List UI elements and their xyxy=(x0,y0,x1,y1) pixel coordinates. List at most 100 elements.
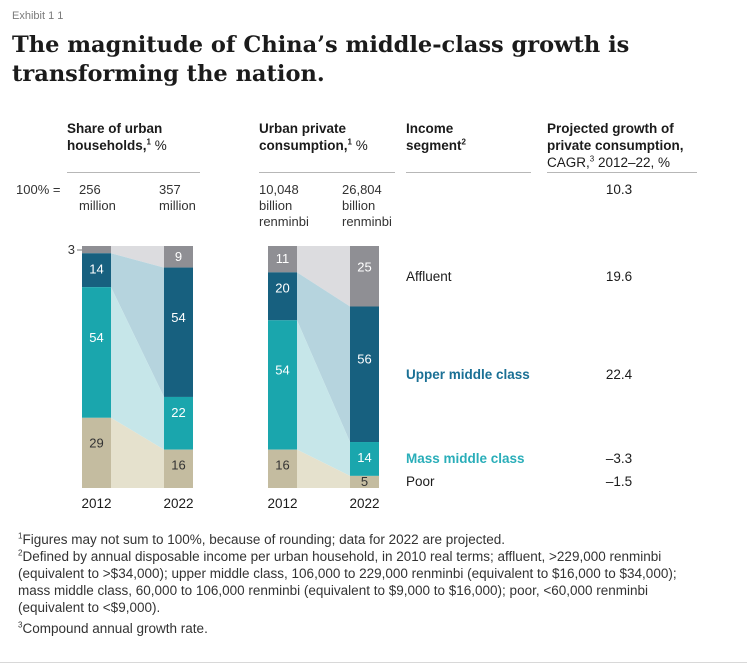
panel2-band-mass-middle xyxy=(297,320,350,476)
header-consumption-line1: Urban private xyxy=(259,121,347,136)
panel2-band-poor xyxy=(297,449,350,488)
panel2-label-2022-affluent: 25 xyxy=(357,259,371,274)
total-consumption-2012-unit1: billion xyxy=(259,198,293,213)
header-share: Share of urban households,1 % xyxy=(67,120,247,154)
total-consumption-2012-value: 10,048 xyxy=(259,182,299,197)
panel2-bar-2012-upper-middle xyxy=(268,272,297,321)
panel2-label-2012-affluent: 11 xyxy=(276,251,290,266)
panel1-label-2012-poor: 29 xyxy=(89,435,103,450)
footnote-1-sup: 1 xyxy=(18,531,23,541)
panel1-bar-2012-upper-middle xyxy=(82,253,111,288)
total-prefix: 100% = xyxy=(16,182,61,197)
header-segment: Income segment2 xyxy=(406,120,526,154)
panel2-bar-2022-mass-middle xyxy=(350,442,379,476)
total-households-2012-value: 256 xyxy=(79,182,101,197)
footnote-2: 2Defined by annual disposable income per… xyxy=(18,548,678,616)
segment-label-affluent: Affluent xyxy=(406,269,452,284)
panel2-label-2022-upper-middle: 56 xyxy=(357,351,371,366)
panel1-bar-2022-upper-middle xyxy=(164,267,193,397)
footnote-3-sup: 3 xyxy=(18,620,23,630)
panel2-band-upper-middle xyxy=(297,272,350,443)
header-growth-line2: private consumption, xyxy=(547,138,684,153)
header-growth-line3a: CAGR, xyxy=(547,155,590,170)
header-consumption-sup: 1 xyxy=(347,137,352,147)
header-consumption-unit: % xyxy=(355,138,368,153)
header-segment-line2: segment xyxy=(406,138,462,153)
panel2-label-2012-poor: 16 xyxy=(275,458,289,473)
exhibit-label: Exhibit 1 1 xyxy=(12,10,64,22)
total-households-2022-unit: million xyxy=(159,198,196,213)
header-share-line1: Share of urban xyxy=(67,121,163,136)
panel1-bar-2012-poor xyxy=(82,417,111,488)
growth-affluent: 19.6 xyxy=(605,269,633,284)
page-title: The magnitude of China’s middle-class gr… xyxy=(12,32,630,87)
panel1-label-2022-affluent: 9 xyxy=(175,249,182,264)
panel2-label-2012-mass-middle: 54 xyxy=(275,363,289,378)
panel1-label-2012-mass-middle: 54 xyxy=(89,330,103,345)
growth-poor: –1.5 xyxy=(605,474,633,489)
panel2-bar-2022-upper-middle xyxy=(350,306,379,443)
panel1-label-2022-upper-middle: 54 xyxy=(171,310,185,325)
panel1-bar-2022-affluent xyxy=(164,246,193,268)
panel2-bar-2012-affluent xyxy=(268,246,297,273)
panel1-band-mass-middle xyxy=(111,287,164,450)
panel2-bar-2022-affluent xyxy=(350,246,379,307)
footnote-3-text: Compound annual growth rate. xyxy=(22,621,208,636)
header-share-unit: % xyxy=(154,138,167,153)
header-growth-line3b: 2012–22, % xyxy=(597,155,671,170)
panel2-label-2022-poor: 5 xyxy=(361,474,368,489)
footnote-1-text: Figures may not sum to 100%, because of … xyxy=(22,532,505,547)
growth-upper-middle: 22.4 xyxy=(605,367,633,382)
total-households-2022: 357 million xyxy=(159,182,196,214)
header-growth-line1: Projected growth of xyxy=(547,121,674,136)
total-households-2012: 256 million xyxy=(79,182,116,214)
total-consumption-2022-unit1: billion xyxy=(342,198,376,213)
footnote-2-sup: 2 xyxy=(18,548,23,558)
panel1-band-poor xyxy=(111,417,164,488)
footnote-2-text: Defined by annual disposable income per … xyxy=(18,549,677,615)
panel1-label-2022-poor: 16 xyxy=(171,458,185,473)
growth-total: 10.3 xyxy=(605,182,633,197)
header-share-sup: 1 xyxy=(146,137,151,147)
panel1-label-2012-affluent: 3 xyxy=(68,242,75,257)
panel2-label-2012-upper-middle: 20 xyxy=(275,280,289,295)
segment-label-upper-middle: Upper middle class xyxy=(406,367,530,382)
panel2-year-2022: 2022 xyxy=(349,496,379,511)
panel1-band-upper-middle xyxy=(111,253,164,397)
footnote-1: 1Figures may not sum to 100%, because of… xyxy=(18,531,718,548)
header-consumption-rule xyxy=(259,172,395,173)
panel2-bar-2012-poor xyxy=(268,449,297,488)
total-households-2022-value: 357 xyxy=(159,182,181,197)
footnote-3: 3Compound annual growth rate. xyxy=(18,620,718,637)
total-consumption-2022-unit2: renminbi xyxy=(342,214,392,229)
panel1-year-2012: 2012 xyxy=(81,496,111,511)
total-consumption-2012: 10,048 billion renminbi xyxy=(259,182,309,230)
header-growth-sup: 3 xyxy=(589,154,595,164)
header-consumption: Urban private consumption,1 % xyxy=(259,120,439,154)
panel2-bar-2012-mass-middle xyxy=(268,320,297,450)
total-consumption-2012-unit2: renminbi xyxy=(259,214,309,229)
total-households-2012-unit: million xyxy=(79,198,116,213)
panel1-year-2022: 2022 xyxy=(163,496,193,511)
segment-label-mass-middle: Mass middle class xyxy=(406,451,525,466)
panel1-bar-2012-affluent xyxy=(82,246,111,254)
header-segment-sup: 2 xyxy=(461,137,466,147)
panel1-bar-2012-mass-middle xyxy=(82,287,111,418)
total-consumption-2022: 26,804 billion renminbi xyxy=(342,182,392,230)
header-segment-rule xyxy=(406,172,531,173)
total-consumption-2022-value: 26,804 xyxy=(342,182,382,197)
header-growth-rule xyxy=(547,172,697,173)
panel1-bar-2022-poor xyxy=(164,449,193,488)
header-consumption-line2: consumption, xyxy=(259,138,348,153)
panel2-label-2022-mass-middle: 14 xyxy=(357,450,371,465)
header-share-line2: households, xyxy=(67,138,147,153)
panel2-bar-2022-poor xyxy=(350,475,379,488)
panel1-label-2012-upper-middle: 14 xyxy=(89,261,103,276)
header-share-rule xyxy=(67,172,200,173)
header-segment-line1: Income xyxy=(406,121,454,136)
panel1-label-2022-mass-middle: 22 xyxy=(171,405,185,420)
segment-label-poor: Poor xyxy=(406,474,435,489)
header-growth: Projected growth of private consumption,… xyxy=(547,120,737,171)
panel1-band-affluent xyxy=(111,246,164,268)
